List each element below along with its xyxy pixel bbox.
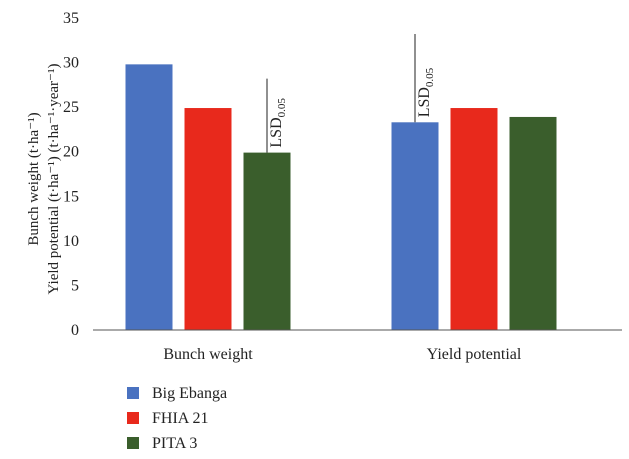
y-tick-label: 35 xyxy=(63,10,79,27)
legend-swatch xyxy=(127,437,139,449)
bar xyxy=(125,64,173,331)
bar xyxy=(509,116,557,330)
y-tick-label: 5 xyxy=(71,277,79,294)
bar xyxy=(391,122,439,330)
bar xyxy=(450,108,498,330)
x-axis-categories: Bunch weight Yield potential xyxy=(163,346,522,363)
y-tick-label: 15 xyxy=(63,188,79,205)
bars xyxy=(125,64,557,331)
y-tick-label: 20 xyxy=(63,144,79,161)
bar xyxy=(243,152,291,330)
legend-swatch xyxy=(127,387,139,399)
legend-label: Big Ebanga xyxy=(152,385,227,402)
legend-label: PITA 3 xyxy=(152,435,197,452)
y-tick-label: 0 xyxy=(71,322,79,339)
y-axis-ticks: 0 5 10 15 20 25 30 35 xyxy=(63,10,79,339)
legend-swatch xyxy=(127,412,139,424)
lsd-label: LSD0.05 xyxy=(268,98,288,148)
y-axis-title: Bunch weight (t·ha⁻¹) Yield potential (t… xyxy=(26,64,62,295)
lsd-label: LSD0.05 xyxy=(416,67,436,117)
y-tick-label: 10 xyxy=(63,233,79,250)
y-axis-title-line2: Yield potential (t·ha⁻¹) (t·ha⁻¹·year⁻¹) xyxy=(46,64,62,295)
y-tick-label: 25 xyxy=(63,99,79,116)
y-axis-title-line1: Bunch weight (t·ha⁻¹) xyxy=(26,112,42,245)
bar xyxy=(184,108,232,330)
legend: Big Ebanga FHIA 21 PITA 3 xyxy=(127,385,227,452)
y-tick-label: 30 xyxy=(63,55,79,72)
legend-label: FHIA 21 xyxy=(152,410,208,427)
x-category-label: Yield potential xyxy=(427,346,522,363)
lsd-markers: LSD0.05 LSD0.05 xyxy=(266,34,436,153)
x-category-label: Bunch weight xyxy=(163,346,253,363)
